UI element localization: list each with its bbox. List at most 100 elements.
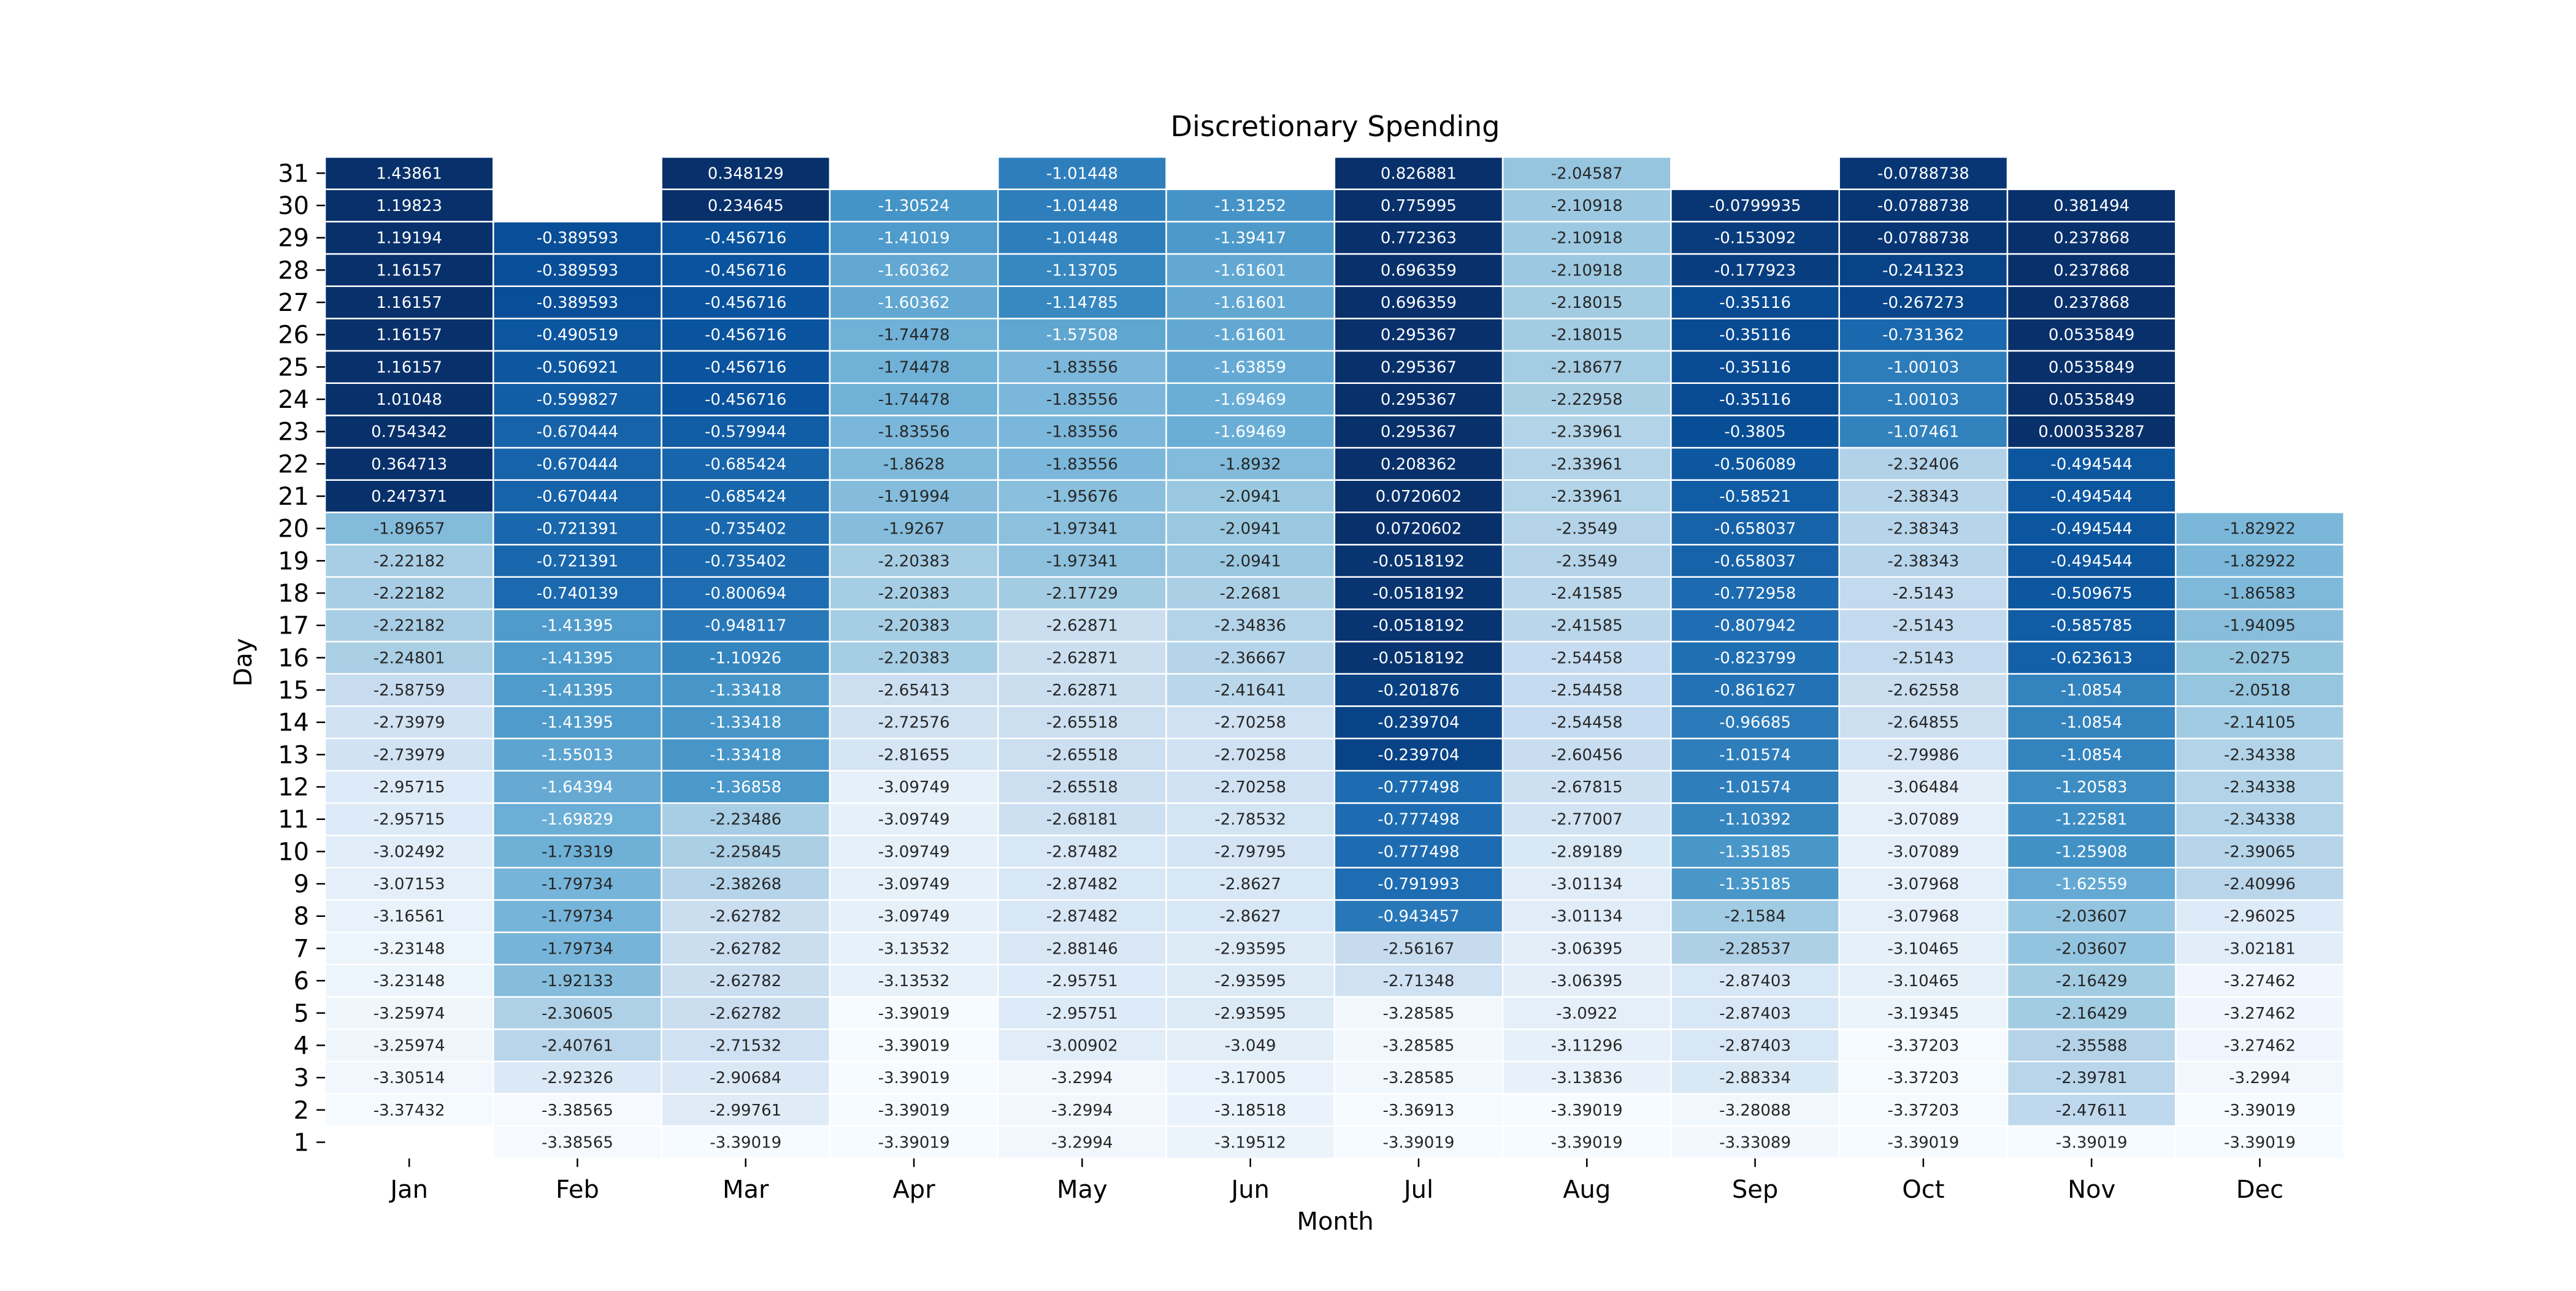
cell-value-label: -2.95715: [374, 811, 445, 829]
cell-value-label: -1.83556: [1046, 455, 1118, 473]
heatmap-cell: [2175, 770, 2345, 804]
y-tick-label: 4: [294, 1032, 309, 1060]
heatmap-cell: [997, 543, 1167, 578]
heatmap-cell: [1838, 770, 2009, 804]
cell-value-label: -1.91994: [878, 488, 950, 506]
heatmap-cell: [1165, 446, 1336, 481]
cell-value-label: -2.70258: [1214, 778, 1286, 797]
cell-value-label: -3.09749: [878, 843, 950, 861]
cell-value-label: -2.30605: [542, 1005, 613, 1023]
cell-value-label: -2.0518: [2229, 681, 2290, 700]
heatmap-cell: [1501, 640, 1672, 675]
cell-value-label: -0.35116: [1719, 391, 1791, 409]
heatmap-cell: [829, 253, 999, 287]
y-tick-label: 18: [278, 580, 309, 608]
heatmap-cell: [1838, 640, 2009, 675]
cell-value-label: -0.389593: [537, 261, 618, 280]
y-tick-label: 31: [278, 159, 309, 188]
x-tick-label: Dec: [2236, 1176, 2283, 1204]
heatmap-cell: [1501, 963, 1672, 998]
cell-value-label: -3.23148: [374, 940, 445, 958]
heatmap-cell: [493, 770, 662, 804]
cell-value-label: -2.04587: [1551, 164, 1623, 183]
cell-value-label: -1.60362: [878, 261, 950, 280]
cell-value-label: -3.2994: [1051, 1101, 1113, 1120]
cell-value-label: -1.64394: [542, 778, 613, 797]
heatmap-cell: [997, 576, 1167, 610]
cell-value-label: -2.33961: [1551, 455, 1623, 473]
cell-value-label: -0.685424: [705, 488, 786, 506]
cell-value-label: -2.10918: [1551, 261, 1623, 280]
heatmap-cell: [661, 1060, 831, 1095]
cell-value-label: -0.3805: [1724, 423, 1785, 442]
heatmap-cell: [661, 576, 831, 610]
cell-value-label: -0.731362: [1882, 326, 1964, 345]
heatmap-cell: [324, 156, 494, 190]
heatmap-cell: [1838, 673, 2009, 707]
cell-value-label: 0.208362: [1381, 455, 1457, 473]
cell-value-label: -2.18015: [1551, 294, 1623, 312]
heatmap-cell: [1333, 705, 1504, 740]
cell-value-label: -1.39417: [1214, 229, 1286, 248]
cell-value-label: 0.000353287: [2038, 423, 2145, 442]
heatmap-cell: [1501, 705, 1672, 740]
heatmap-cell: [1838, 221, 2009, 255]
y-tick-label: 11: [278, 806, 309, 834]
heatmap-cell: [1333, 188, 1504, 223]
cell-value-label: -2.72576: [878, 714, 950, 732]
y-axis-label: Day: [229, 638, 258, 687]
cell-value-label: -2.58759: [374, 681, 445, 700]
cell-value-label: -3.37432: [374, 1101, 445, 1120]
cell-value-label: -0.177923: [1714, 261, 1796, 280]
cell-value-label: -0.735402: [705, 552, 786, 570]
heatmap-cell: [1838, 1093, 2009, 1127]
heatmap-cell: [829, 1028, 999, 1063]
cell-value-label: -1.41019: [878, 229, 950, 248]
cell-value-label: -1.41395: [542, 617, 613, 635]
cell-value-label: -0.58521: [1719, 488, 1791, 506]
cell-value-label: -1.20583: [2056, 778, 2128, 797]
cell-value-label: -1.97341: [1046, 520, 1118, 538]
heatmap-cell: [2175, 640, 2345, 675]
heatmap-cell: [829, 705, 999, 740]
heatmap-cell: [1165, 802, 1336, 837]
cell-value-label: -1.83556: [878, 423, 950, 442]
cell-value-label: -3.39019: [878, 1036, 950, 1055]
x-axis-label: Month: [1297, 1208, 1373, 1236]
x-tick-label: Oct: [1902, 1176, 1944, 1204]
cell-value-label: -2.90684: [710, 1069, 781, 1087]
cell-value-label: -2.77007: [1551, 811, 1623, 829]
cell-value-label: -1.01574: [1719, 746, 1791, 764]
heatmap-cell: [1670, 253, 1840, 287]
heatmap-cell: [493, 673, 662, 707]
cell-value-label: -3.28088: [1719, 1101, 1791, 1120]
cell-value-label: -2.95751: [1046, 972, 1118, 990]
cell-value-label: -2.93595: [1214, 972, 1286, 990]
heatmap-cell: [2175, 1093, 2345, 1127]
cell-value-label: -2.79986: [1887, 746, 1959, 764]
cell-value-label: -1.69469: [1214, 391, 1286, 409]
cell-value-label: -3.07153: [374, 875, 445, 894]
cell-value-label: -1.01574: [1719, 778, 1791, 797]
heatmap-cell: [1333, 608, 1504, 643]
cell-value-label: -3.28585: [1382, 1005, 1454, 1023]
cell-value-label: -2.95751: [1046, 1005, 1118, 1023]
heatmap-cell: [2006, 382, 2177, 416]
cell-value-label: -2.87403: [1719, 1036, 1791, 1055]
heatmap-cell: [997, 1060, 1167, 1095]
heatmap-cell: [829, 350, 999, 384]
cell-value-label: -2.22958: [1551, 391, 1623, 409]
heatmap-cell: [1333, 770, 1504, 804]
heatmap-cell: [1333, 221, 1504, 255]
cell-value-label: 0.772363: [1381, 229, 1457, 248]
cell-value-label: -3.37203: [1887, 1036, 1959, 1055]
cell-value-label: -2.34338: [2224, 746, 2296, 764]
cell-value-label: -3.2994: [1051, 1133, 1113, 1152]
heatmap-cell: [1838, 802, 2009, 837]
heatmap-cell: [493, 899, 662, 933]
heatmap-cell: [1165, 318, 1336, 352]
cell-value-label: 0.237868: [2053, 294, 2129, 312]
cell-value-label: -2.14105: [2224, 714, 2296, 732]
cell-value-label: -2.65518: [1046, 746, 1118, 764]
cell-value-label: -0.96685: [1719, 714, 1791, 732]
